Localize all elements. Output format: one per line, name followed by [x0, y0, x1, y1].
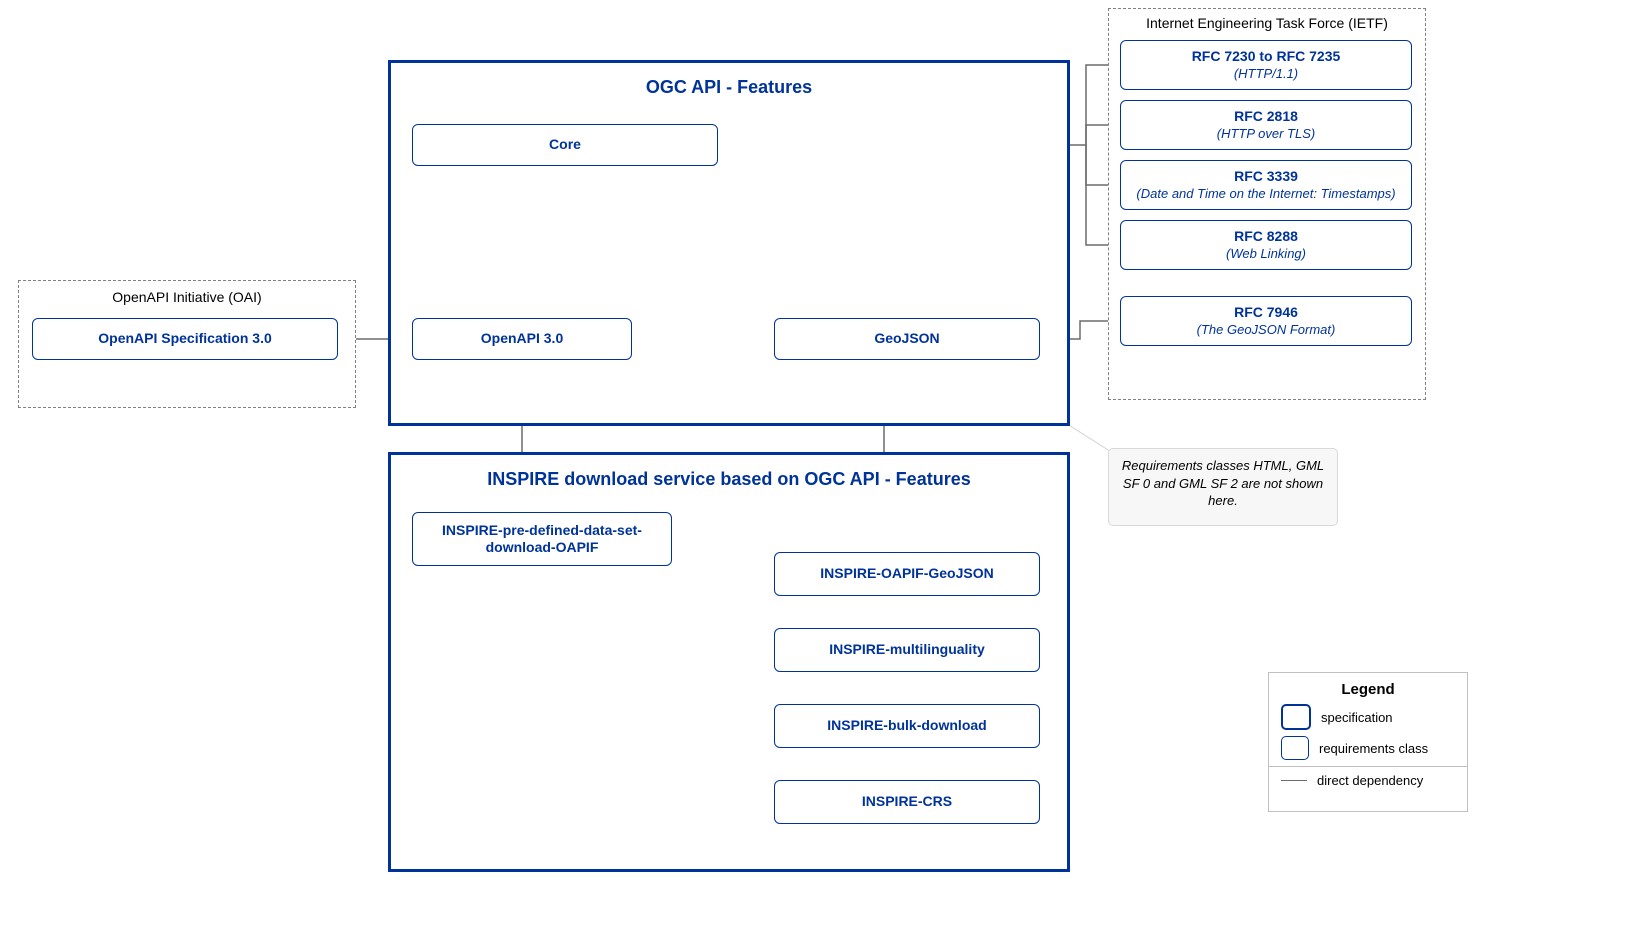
- container-ogc-title: OGC API - Features: [391, 77, 1067, 98]
- note-text: Requirements classes HTML, GML SF 0 and …: [1122, 458, 1324, 508]
- node-rfc7230: RFC 7230 to RFC 7235 (HTTP/1.1): [1120, 40, 1412, 90]
- node-inspire-geojson-label: INSPIRE-OAPIF-GeoJSON: [820, 565, 993, 583]
- node-rfc2818-sub: (HTTP over TLS): [1217, 126, 1315, 142]
- container-oai-title: OpenAPI Initiative (OAI): [19, 289, 355, 305]
- legend-row-line: direct dependency: [1281, 773, 1455, 788]
- node-rfc2818-label: RFC 2818: [1234, 108, 1298, 126]
- legend-row-spec: specification: [1281, 704, 1455, 730]
- node-rfc3339: RFC 3339 (Date and Time on the Internet:…: [1120, 160, 1412, 210]
- container-inspire-title: INSPIRE download service based on OGC AP…: [391, 469, 1067, 490]
- node-openapi30-label: OpenAPI 3.0: [481, 330, 563, 348]
- node-rfc2818: RFC 2818 (HTTP over TLS): [1120, 100, 1412, 150]
- node-rfc7946-label: RFC 7946: [1234, 304, 1298, 322]
- node-rfc7230-sub: (HTTP/1.1): [1234, 66, 1298, 82]
- node-oai-spec-label: OpenAPI Specification 3.0: [98, 330, 272, 348]
- node-rfc8288-sub: (Web Linking): [1226, 246, 1306, 262]
- node-rfc8288: RFC 8288 (Web Linking): [1120, 220, 1412, 270]
- legend-title: Legend: [1281, 681, 1455, 698]
- node-rfc7946-sub: (The GeoJSON Format): [1197, 322, 1336, 338]
- legend: Legend specification requirements class …: [1268, 672, 1468, 812]
- node-inspire-predefined-label: INSPIRE-pre-defined-data-set-download-OA…: [419, 522, 665, 557]
- node-inspire-multiling: INSPIRE-multilinguality: [774, 628, 1040, 672]
- node-openapi30: OpenAPI 3.0: [412, 318, 632, 360]
- legend-label-line: direct dependency: [1317, 773, 1423, 788]
- node-rfc3339-label: RFC 3339: [1234, 168, 1298, 186]
- node-inspire-crs: INSPIRE-CRS: [774, 780, 1040, 824]
- node-inspire-multiling-label: INSPIRE-multilinguality: [829, 641, 985, 659]
- node-rfc3339-sub: (Date and Time on the Internet: Timestam…: [1136, 186, 1395, 202]
- legend-swatch-req-icon: [1281, 736, 1309, 760]
- note-callout: Requirements classes HTML, GML SF 0 and …: [1108, 448, 1338, 526]
- legend-swatch-spec-icon: [1281, 704, 1311, 730]
- node-inspire-bulk: INSPIRE-bulk-download: [774, 704, 1040, 748]
- node-inspire-predefined: INSPIRE-pre-defined-data-set-download-OA…: [412, 512, 672, 566]
- node-inspire-bulk-label: INSPIRE-bulk-download: [827, 717, 986, 735]
- node-core: Core: [412, 124, 718, 166]
- legend-row-req: requirements class: [1281, 736, 1455, 760]
- node-core-label: Core: [549, 136, 581, 154]
- node-inspire-crs-label: INSPIRE-CRS: [862, 793, 952, 811]
- node-geojson: GeoJSON: [774, 318, 1040, 360]
- legend-label-spec: specification: [1321, 710, 1393, 725]
- legend-divider: [1269, 766, 1467, 767]
- node-geojson-label: GeoJSON: [874, 330, 939, 348]
- node-inspire-geojson: INSPIRE-OAPIF-GeoJSON: [774, 552, 1040, 596]
- container-ogc: OGC API - Features: [388, 60, 1070, 426]
- legend-label-req: requirements class: [1319, 741, 1428, 756]
- node-rfc8288-label: RFC 8288: [1234, 228, 1298, 246]
- node-rfc7946: RFC 7946 (The GeoJSON Format): [1120, 296, 1412, 346]
- legend-swatch-line-icon: [1281, 780, 1307, 781]
- container-ietf-title: Internet Engineering Task Force (IETF): [1109, 15, 1425, 31]
- node-oai-spec: OpenAPI Specification 3.0: [32, 318, 338, 360]
- node-rfc7230-label: RFC 7230 to RFC 7235: [1192, 48, 1341, 66]
